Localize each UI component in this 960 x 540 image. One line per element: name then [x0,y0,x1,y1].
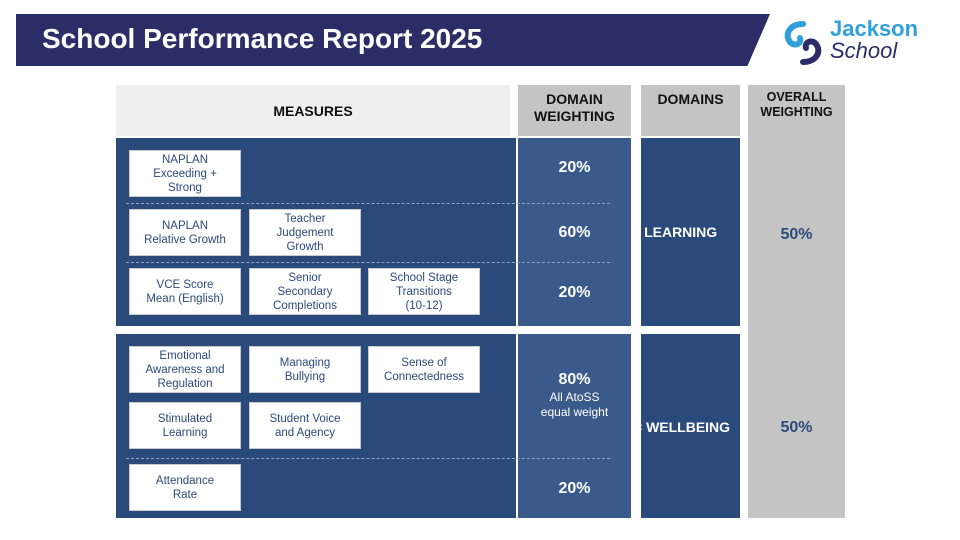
row-divider [126,203,610,204]
header-overall-line2: WEIGHTING [760,105,833,119]
header-measures: MEASURES [116,85,510,136]
header-domains-label: DOMAINS [657,91,724,107]
measure-managing-bullying: Managing Bullying [249,346,361,393]
wellbeing-domain-panel [641,334,740,518]
overall-weighting-column: OVERALL WEIGHTING [748,85,845,518]
measure-senior-completions: Senior Secondary Completions [249,268,361,315]
measure-naplan-growth: NAPLAN Relative Growth [129,209,241,256]
measure-student-voice: Student Voice and Agency [249,402,361,449]
measure-sense-connectedness: Sense of Connectedness [368,346,480,393]
logo-text-jackson: Jackson [830,16,919,41]
header-domain-weighting: DOMAIN WEIGHTING [518,85,631,136]
row-divider [126,458,610,459]
logo-text-school: School [830,38,898,63]
weight-growth: 60% [558,224,591,241]
overall-wellbeing-value: 50% [780,419,813,436]
row-divider [126,262,610,263]
measure-stage-transitions: School Stage Transitions (10-12) [368,268,480,315]
measure-naplan-exceeding: NAPLAN Exceeding + Strong [129,150,241,197]
domain-learning-label: = LEARNING [632,224,718,240]
weight-atoss-note: All AtoSS equal weight [540,390,609,419]
measure-vce-score: VCE Score Mean (English) [129,268,241,315]
header-domains: DOMAINS [641,85,740,136]
learning-domain-panel [641,138,740,326]
weight-attendance: 20% [558,480,591,497]
measure-teacher-judgement: Teacher Judgement Growth [249,209,361,256]
domain-wellbeing-label: = WELLBEING [634,419,731,435]
measure-attendance-rate: Attendance Rate [129,464,241,511]
wellbeing-weighting-panel [518,334,631,518]
page-title: School Performance Report 2025 [42,23,483,54]
weight-vce: 20% [558,284,591,301]
swirl-logo-icon [784,21,822,65]
header-banner [16,14,770,66]
measure-emotional-awareness: Emotional Awareness and Regulation [129,346,241,393]
header-domain-weighting-line2: WEIGHTING [534,108,615,124]
school-logo: Jackson School [776,16,936,68]
overall-learning-value: 50% [780,226,813,243]
weight-naplan-exceeding: 20% [558,159,591,176]
measure-stimulated-learning: Stimulated Learning [129,402,241,449]
learning-weighting-panel [518,138,631,326]
weight-atoss: 80% [558,371,591,388]
header-overall-line1: OVERALL [766,90,827,104]
header-domain-weighting-line1: DOMAIN [546,91,603,107]
